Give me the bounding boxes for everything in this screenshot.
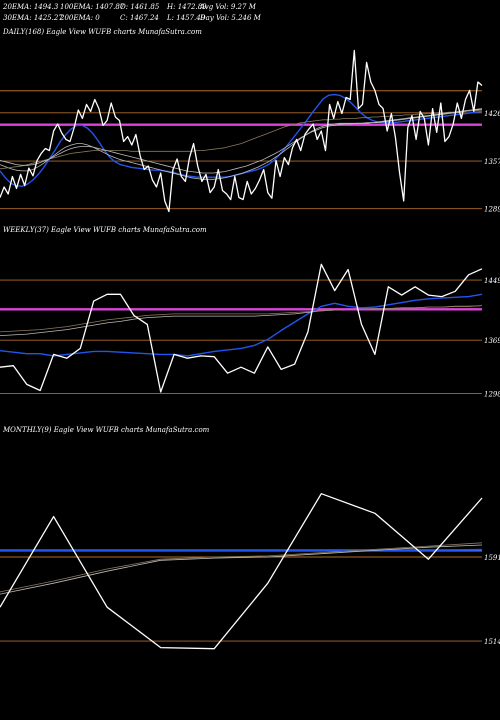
daily-tick-label-0: 1426 <box>484 110 500 118</box>
weekly-tick-label-2: 1298 <box>484 390 500 398</box>
monthly-series-ema_fast <box>0 548 483 552</box>
weekly-series-ema_fast <box>0 293 483 357</box>
header-100ema: 100EMA: 1407.87 <box>60 3 125 11</box>
daily-series-price <box>0 49 483 213</box>
header-high: H: 1472.89 <box>167 3 207 11</box>
monthly-series-price <box>0 493 483 650</box>
header-30ema: 30EMA: 1425.27 <box>3 14 63 22</box>
weekly-series-ema_long <box>0 305 483 333</box>
daily-tick-label-1: 1357 <box>484 158 500 166</box>
weekly-tick-label-1: 1369 <box>484 337 500 345</box>
daily-series-ema_long <box>0 109 483 170</box>
daily-series-ema_slow <box>0 108 483 180</box>
monthly-tick-label-1: 1514 <box>484 638 500 646</box>
daily-tick-label-2: 1289 <box>484 206 500 214</box>
monthly-panel-title: MONTHLY(9) Eagle View WUFB charts Munafa… <box>3 426 210 434</box>
daily-panel-title: DAILY(168) Eagle View WUFB charts Munafa… <box>3 28 202 36</box>
daily-series-ema_slow2 <box>0 108 483 174</box>
header-200ema: 200EMA: 0 <box>60 14 100 22</box>
daily-series-ema_fast <box>0 93 483 188</box>
weekly-series-price <box>0 263 483 393</box>
weekly-panel-title: WEEKLY(37) Eagle View WUFB charts Munafa… <box>3 226 207 234</box>
header-open: O: 1461.85 <box>120 3 160 11</box>
header-close: C: 1467.24 <box>120 14 159 22</box>
monthly-series-ema_slow <box>0 544 483 595</box>
header-day-vol: Day Vol: 5.246 M <box>200 14 261 22</box>
weekly-tick-label-0: 1449 <box>484 277 500 285</box>
header-low: L: 1457.49 <box>167 14 206 22</box>
monthly-series-ema_long <box>0 542 483 593</box>
header-avg-vol: Avg Vol: 9.27 M <box>200 3 256 11</box>
header-20ema: 20EMA: 1494.3 <box>3 3 59 11</box>
